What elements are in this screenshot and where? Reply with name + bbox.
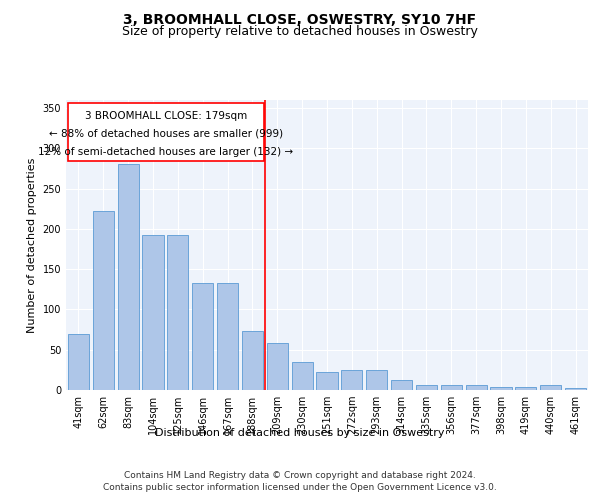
Bar [118,164,139,390]
Text: Contains HM Land Registry data © Crown copyright and database right 2024.: Contains HM Land Registry data © Crown c… [124,471,476,480]
Y-axis label: Number of detached properties: Number of detached properties [27,158,37,332]
Bar [366,370,387,390]
Text: Contains public sector information licensed under the Open Government Licence v3: Contains public sector information licen… [103,484,497,492]
Bar [68,334,89,390]
Bar [490,387,512,390]
Bar [217,283,238,390]
Bar [267,344,288,390]
Bar [192,283,213,390]
Bar [341,370,362,390]
Text: 3, BROOMHALL CLOSE, OSWESTRY, SY10 7HF: 3, BROOMHALL CLOSE, OSWESTRY, SY10 7HF [124,12,476,26]
Bar [441,385,462,390]
Bar [540,385,561,390]
Bar [391,380,412,390]
Bar [292,362,313,390]
Text: 3 BROOMHALL CLOSE: 179sqm: 3 BROOMHALL CLOSE: 179sqm [85,112,247,122]
Bar [565,388,586,390]
Text: Distribution of detached houses by size in Oswestry: Distribution of detached houses by size … [155,428,445,438]
Text: 12% of semi-detached houses are larger (132) →: 12% of semi-detached houses are larger (… [38,146,293,156]
Bar [167,234,188,390]
Bar [416,385,437,390]
Text: ← 88% of detached houses are smaller (999): ← 88% of detached houses are smaller (99… [49,129,283,139]
Bar [316,372,338,390]
Bar [515,387,536,390]
Text: Size of property relative to detached houses in Oswestry: Size of property relative to detached ho… [122,25,478,38]
Bar [68,103,263,161]
Bar [242,331,263,390]
Bar [466,385,487,390]
Bar [142,234,164,390]
Bar [93,211,114,390]
